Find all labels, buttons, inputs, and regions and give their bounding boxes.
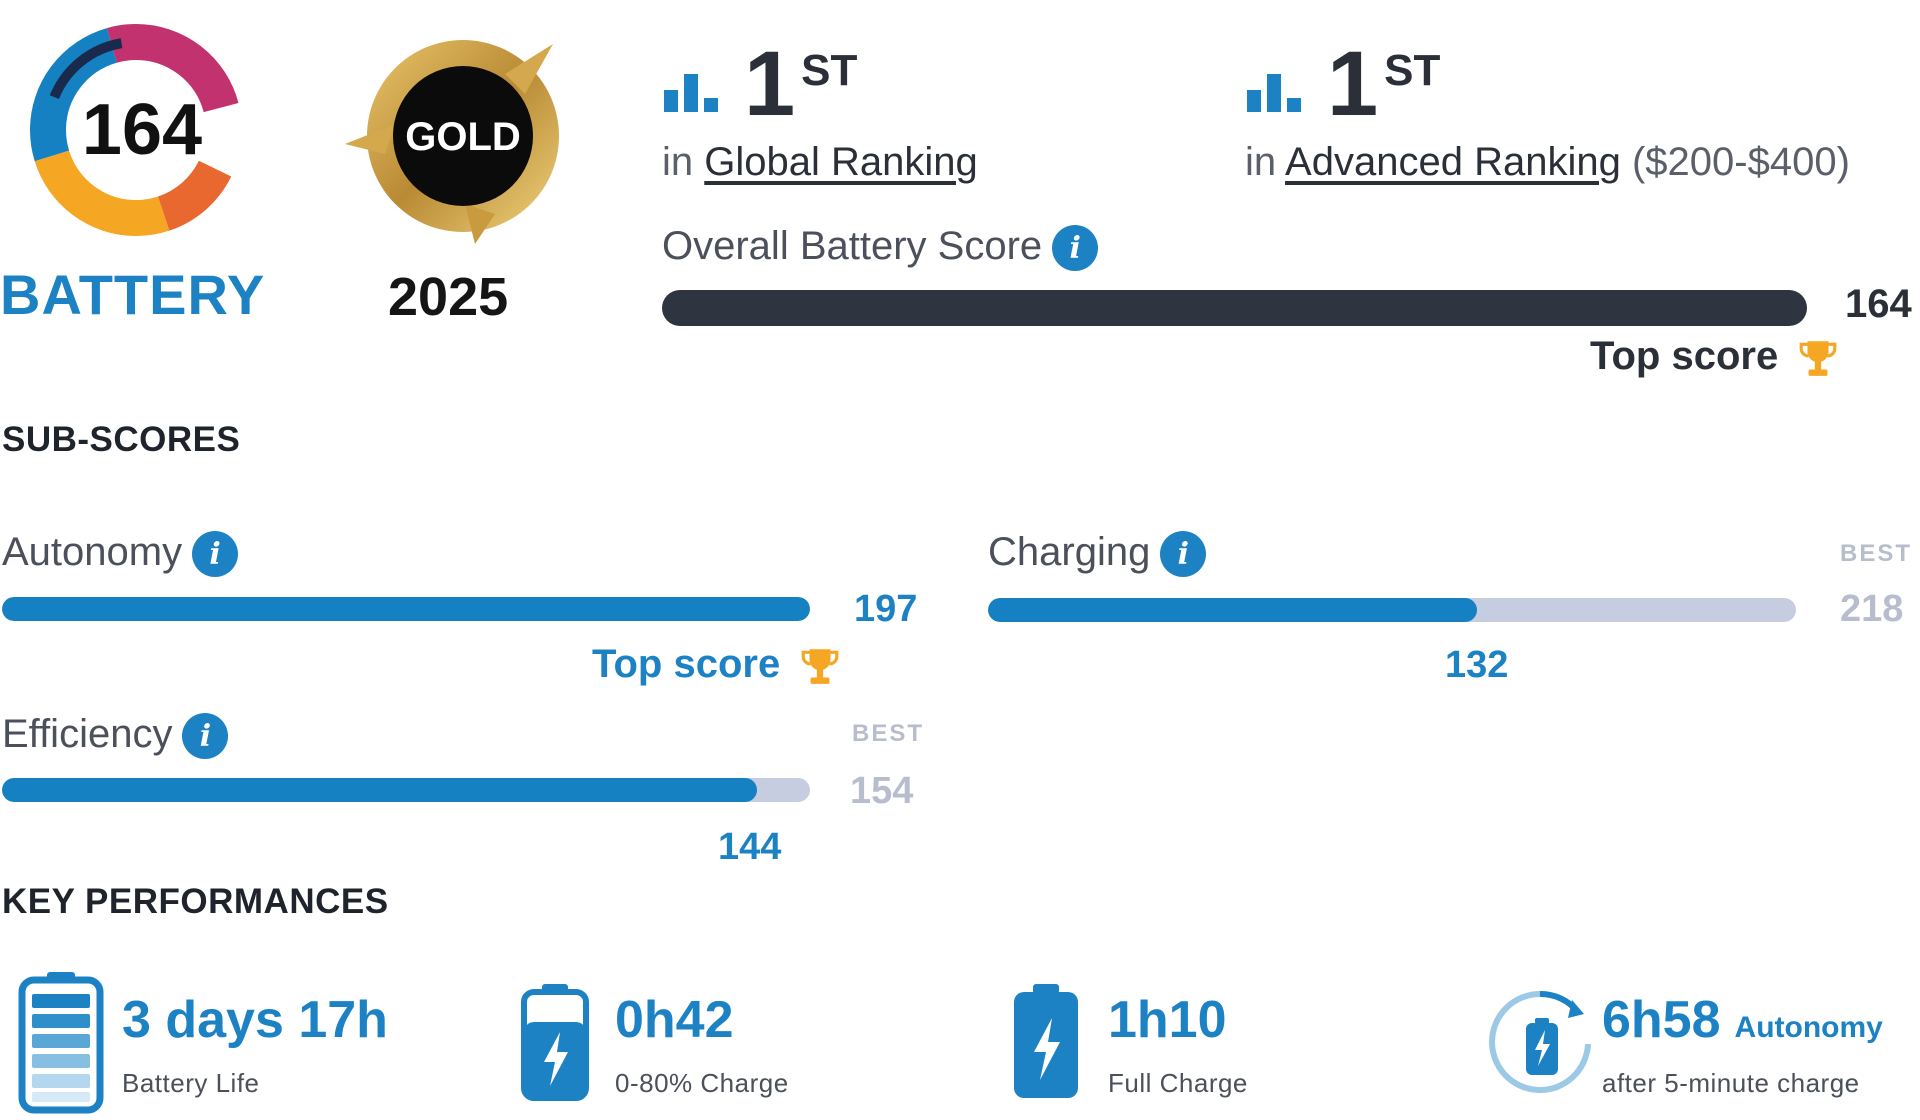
efficiency-best-value: 154 xyxy=(850,770,914,812)
battery-life-label: Battery Life xyxy=(122,1068,260,1098)
quick-charge-time: 6h58 xyxy=(1602,991,1721,1049)
quick-charge-label: after 5-minute charge xyxy=(1602,1068,1860,1098)
efficiency-value: 144 xyxy=(718,826,782,868)
ranking-suffix: ST xyxy=(1384,46,1441,95)
charging-label: Charging i xyxy=(988,530,1207,578)
autonomy-bar-fill xyxy=(2,597,810,621)
global-ranking: 1 ST in Global Ranking xyxy=(662,38,978,185)
autonomy-value: 197 xyxy=(854,588,918,630)
quick-charge-value: 6h58 Autonomy xyxy=(1602,990,1883,1050)
quick-charge-cycle-icon xyxy=(1489,990,1591,1093)
info-icon[interactable]: i xyxy=(182,713,229,760)
top-score-indicator: Top score xyxy=(1590,334,1839,379)
gold-award-badge: GOLD xyxy=(345,40,559,244)
charging-best-value: 218 xyxy=(1840,588,1904,630)
battery-life-value: 3 days 17h xyxy=(122,991,388,1049)
ranking-position: 1 xyxy=(744,33,796,135)
full-charge-label: Full Charge xyxy=(1108,1068,1248,1098)
gold-year: 2025 xyxy=(388,267,509,327)
ranking-prefix: in xyxy=(662,140,694,184)
charging-value: 132 xyxy=(1445,644,1509,686)
info-icon[interactable]: i xyxy=(1160,531,1207,578)
global-ranking-link[interactable]: Global Ranking xyxy=(704,140,978,184)
charging-bar-fill xyxy=(988,598,1478,622)
overall-score-title: Overall Battery Score xyxy=(662,224,1043,268)
efficiency-bar-fill xyxy=(2,778,758,802)
efficiency-title: Efficiency xyxy=(2,712,173,756)
charging-bar xyxy=(988,598,1796,622)
battery-score-value: 164 xyxy=(82,90,202,170)
ranking-suffix: ST xyxy=(801,46,858,95)
charging-best-label: BEST xyxy=(1840,540,1913,567)
efficiency-label: Efficiency i xyxy=(2,712,229,760)
battery-label: BATTERY xyxy=(0,263,266,326)
battery-full-icon xyxy=(18,972,104,1114)
top-score-label: Top score xyxy=(1590,334,1779,378)
efficiency-best-label: BEST xyxy=(852,720,925,747)
overall-score-value: 164 xyxy=(1845,282,1912,326)
autonomy-title: Autonomy xyxy=(2,530,183,574)
ranking-bars-icon xyxy=(664,74,718,112)
top-score-indicator: Top score xyxy=(592,642,841,687)
fast-charge-value: 0h42 xyxy=(615,991,734,1049)
autonomy-label: Autonomy i xyxy=(2,530,239,578)
top-score-label: Top score xyxy=(592,642,781,686)
sub-scores-title: SUB-SCORES xyxy=(2,420,241,459)
battery-score-badge: 164 xyxy=(30,24,242,236)
overall-score-bar xyxy=(662,290,1807,326)
info-icon[interactable]: i xyxy=(1052,225,1099,272)
overall-score-label: Overall Battery Score i xyxy=(662,224,1099,272)
advanced-ranking-link[interactable]: Advanced Ranking xyxy=(1285,140,1621,184)
efficiency-bar xyxy=(2,778,810,802)
autonomy-bar xyxy=(2,597,810,621)
ranking-prefix: in xyxy=(1245,140,1277,184)
trophy-icon xyxy=(1799,341,1837,377)
gold-label: GOLD xyxy=(405,115,521,159)
key-performances-title: KEY PERFORMANCES xyxy=(2,882,389,921)
ranking-bars-icon xyxy=(1247,74,1301,112)
charging-title: Charging xyxy=(988,530,1151,574)
trophy-icon xyxy=(801,649,839,685)
quick-charge-unit: Autonomy xyxy=(1734,1011,1883,1044)
battery-charging-icon xyxy=(521,984,589,1101)
battery-charging-icon xyxy=(1014,984,1078,1098)
full-charge-value: 1h10 xyxy=(1108,991,1227,1049)
advanced-ranking: 1 ST in Advanced Ranking ($200-$400) xyxy=(1245,38,1850,185)
ranking-position: 1 xyxy=(1327,33,1379,135)
price-range: ($200-$400) xyxy=(1631,140,1850,184)
fast-charge-label: 0-80% Charge xyxy=(615,1068,789,1098)
info-icon[interactable]: i xyxy=(192,531,239,578)
